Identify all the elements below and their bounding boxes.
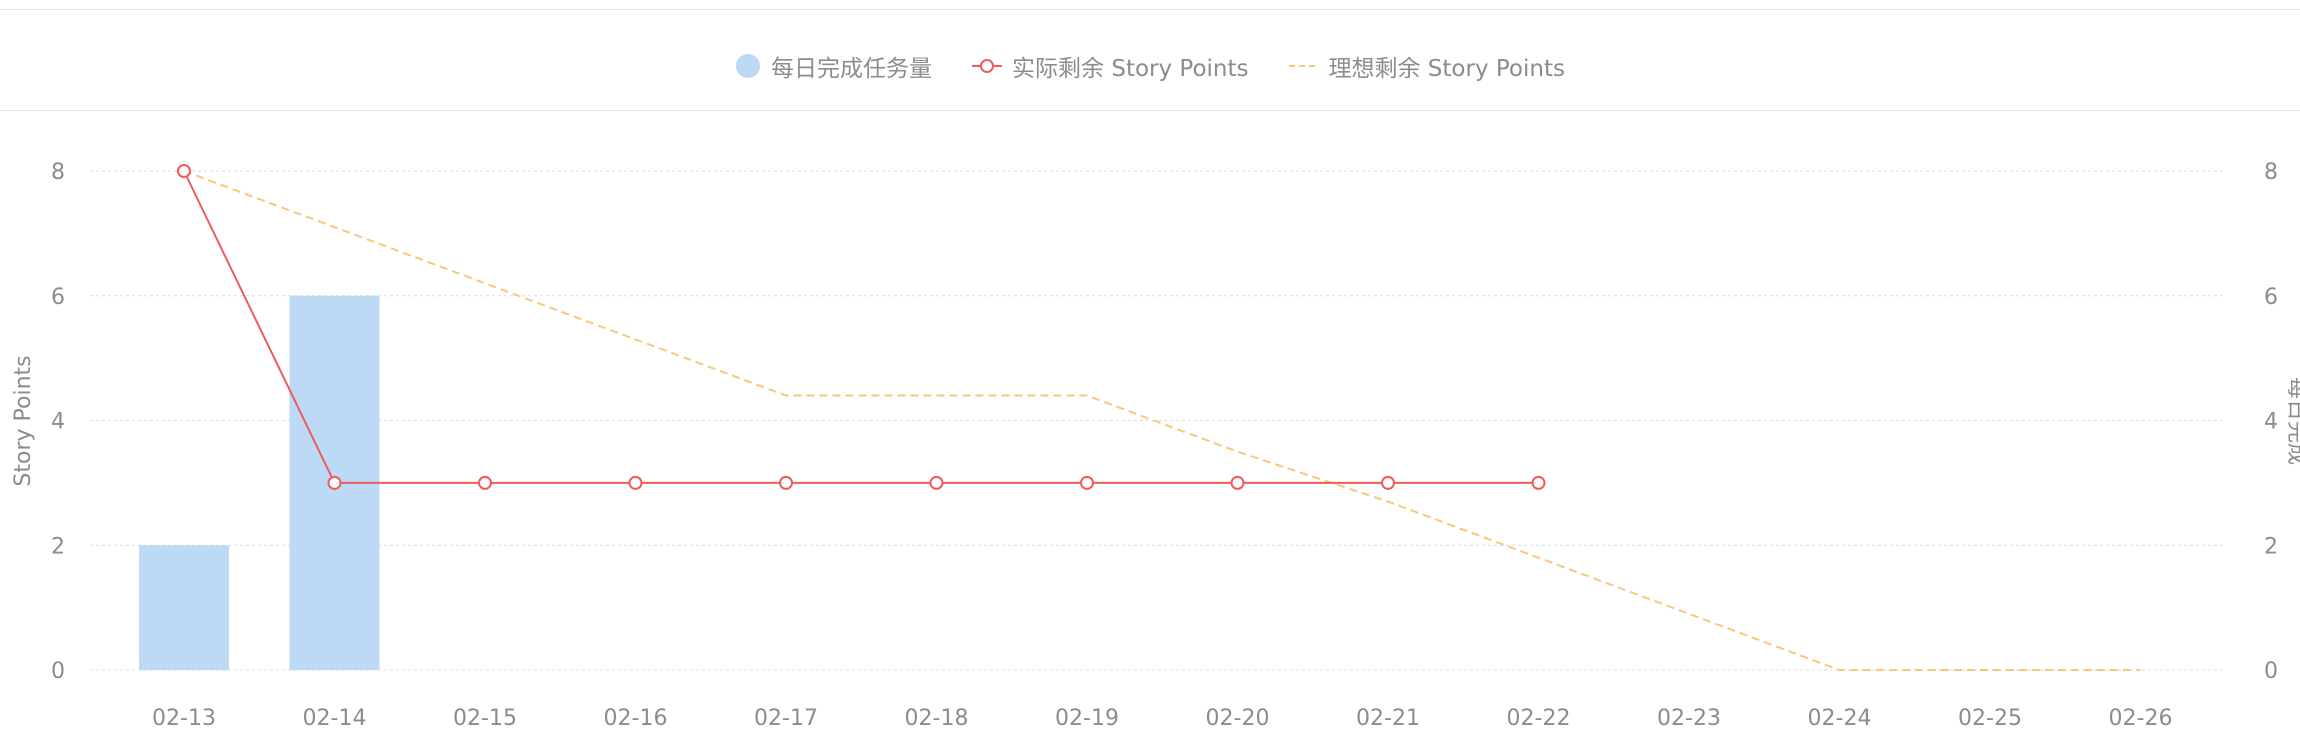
actual-remaining-line[interactable] — [183, 170, 1539, 484]
x-tick-label: 02-20 — [1206, 706, 1270, 731]
actual-point-02-19[interactable] — [1080, 475, 1094, 490]
legend-item-ideal-remaining[interactable]: 理想剩余 Story Points — [1288, 49, 1565, 83]
actual-point-02-14[interactable] — [327, 475, 342, 490]
y2-axis-title: 每日完成 — [2284, 377, 2300, 465]
x-tick-label: 02-22 — [1507, 706, 1571, 731]
x-tick-label: 02-26 — [2109, 706, 2173, 731]
bar-02-13[interactable] — [139, 545, 229, 670]
actual-point-02-16[interactable] — [628, 475, 643, 490]
tick-layer: 0 0 2 2 4 4 6 6 8 8 02-13 02-14 02-15 02-16 02-17 02-18… — [51, 160, 2278, 731]
y-tick-label: 4 — [51, 410, 65, 435]
legend-item-actual-remaining[interactable]: 实际剩余 Story Points — [972, 49, 1249, 83]
y2-tick-label: 2 — [2264, 534, 2278, 559]
x-tick-label: 02-15 — [453, 706, 517, 731]
y2-tick-label: 6 — [2264, 285, 2278, 310]
actual-line-layer — [177, 164, 1546, 490]
actual-point-02-21[interactable] — [1381, 475, 1395, 490]
x-tick-label: 02-16 — [604, 706, 668, 731]
grid-layer — [90, 170, 2225, 671]
y2-tick-label: 8 — [2264, 160, 2278, 185]
ideal-line-layer — [183, 170, 2141, 671]
actual-point-02-15[interactable] — [478, 475, 492, 490]
actual-point-02-17[interactable] — [779, 475, 793, 490]
legend-label-actual-remaining: 实际剩余 Story Points — [1012, 56, 1249, 82]
top-divider — [0, 9, 2300, 10]
y2-tick-label: 0 — [2264, 659, 2278, 684]
y-tick-label: 8 — [51, 160, 65, 185]
actual-point-02-22[interactable] — [1531, 475, 1546, 490]
chart-legend: 每日完成任务量 实际剩余 Story Points 理想剩余 Story Poi… — [0, 44, 2300, 88]
legend-actual-marker — [972, 59, 1003, 73]
x-tick-label: 02-21 — [1356, 706, 1420, 731]
x-tick-label: 02-17 — [754, 706, 818, 731]
x-tick-label: 02-13 — [152, 706, 216, 731]
legend-divider — [0, 110, 2300, 111]
x-tick-label: 02-18 — [905, 706, 969, 731]
x-tick-label: 02-19 — [1055, 706, 1119, 731]
x-tick-label: 02-23 — [1657, 706, 1721, 731]
y-tick-label: 2 — [51, 534, 65, 559]
y-tick-label: 0 — [51, 659, 65, 684]
y-tick-label: 6 — [51, 285, 65, 310]
ideal-remaining-line[interactable] — [183, 170, 2141, 671]
legend-bar-marker — [736, 54, 761, 78]
legend-item-daily-completed[interactable]: 每日完成任务量 — [735, 49, 932, 83]
actual-point-02-18[interactable] — [929, 475, 944, 490]
actual-point-02-20[interactable] — [1230, 475, 1245, 490]
legend-ideal-marker — [1288, 65, 1319, 67]
legend-label-daily-completed: 每日完成任务量 — [771, 56, 933, 82]
x-tick-label: 02-24 — [1808, 706, 1872, 731]
legend-label-ideal-remaining: 理想剩余 Story Points — [1328, 56, 1565, 82]
y2-tick-label: 4 — [2264, 410, 2278, 435]
y-axis-title: Story Points — [11, 355, 36, 486]
x-tick-label: 02-14 — [303, 706, 367, 731]
x-tick-label: 02-25 — [1958, 706, 2022, 731]
actual-point-02-13[interactable] — [177, 164, 191, 178]
